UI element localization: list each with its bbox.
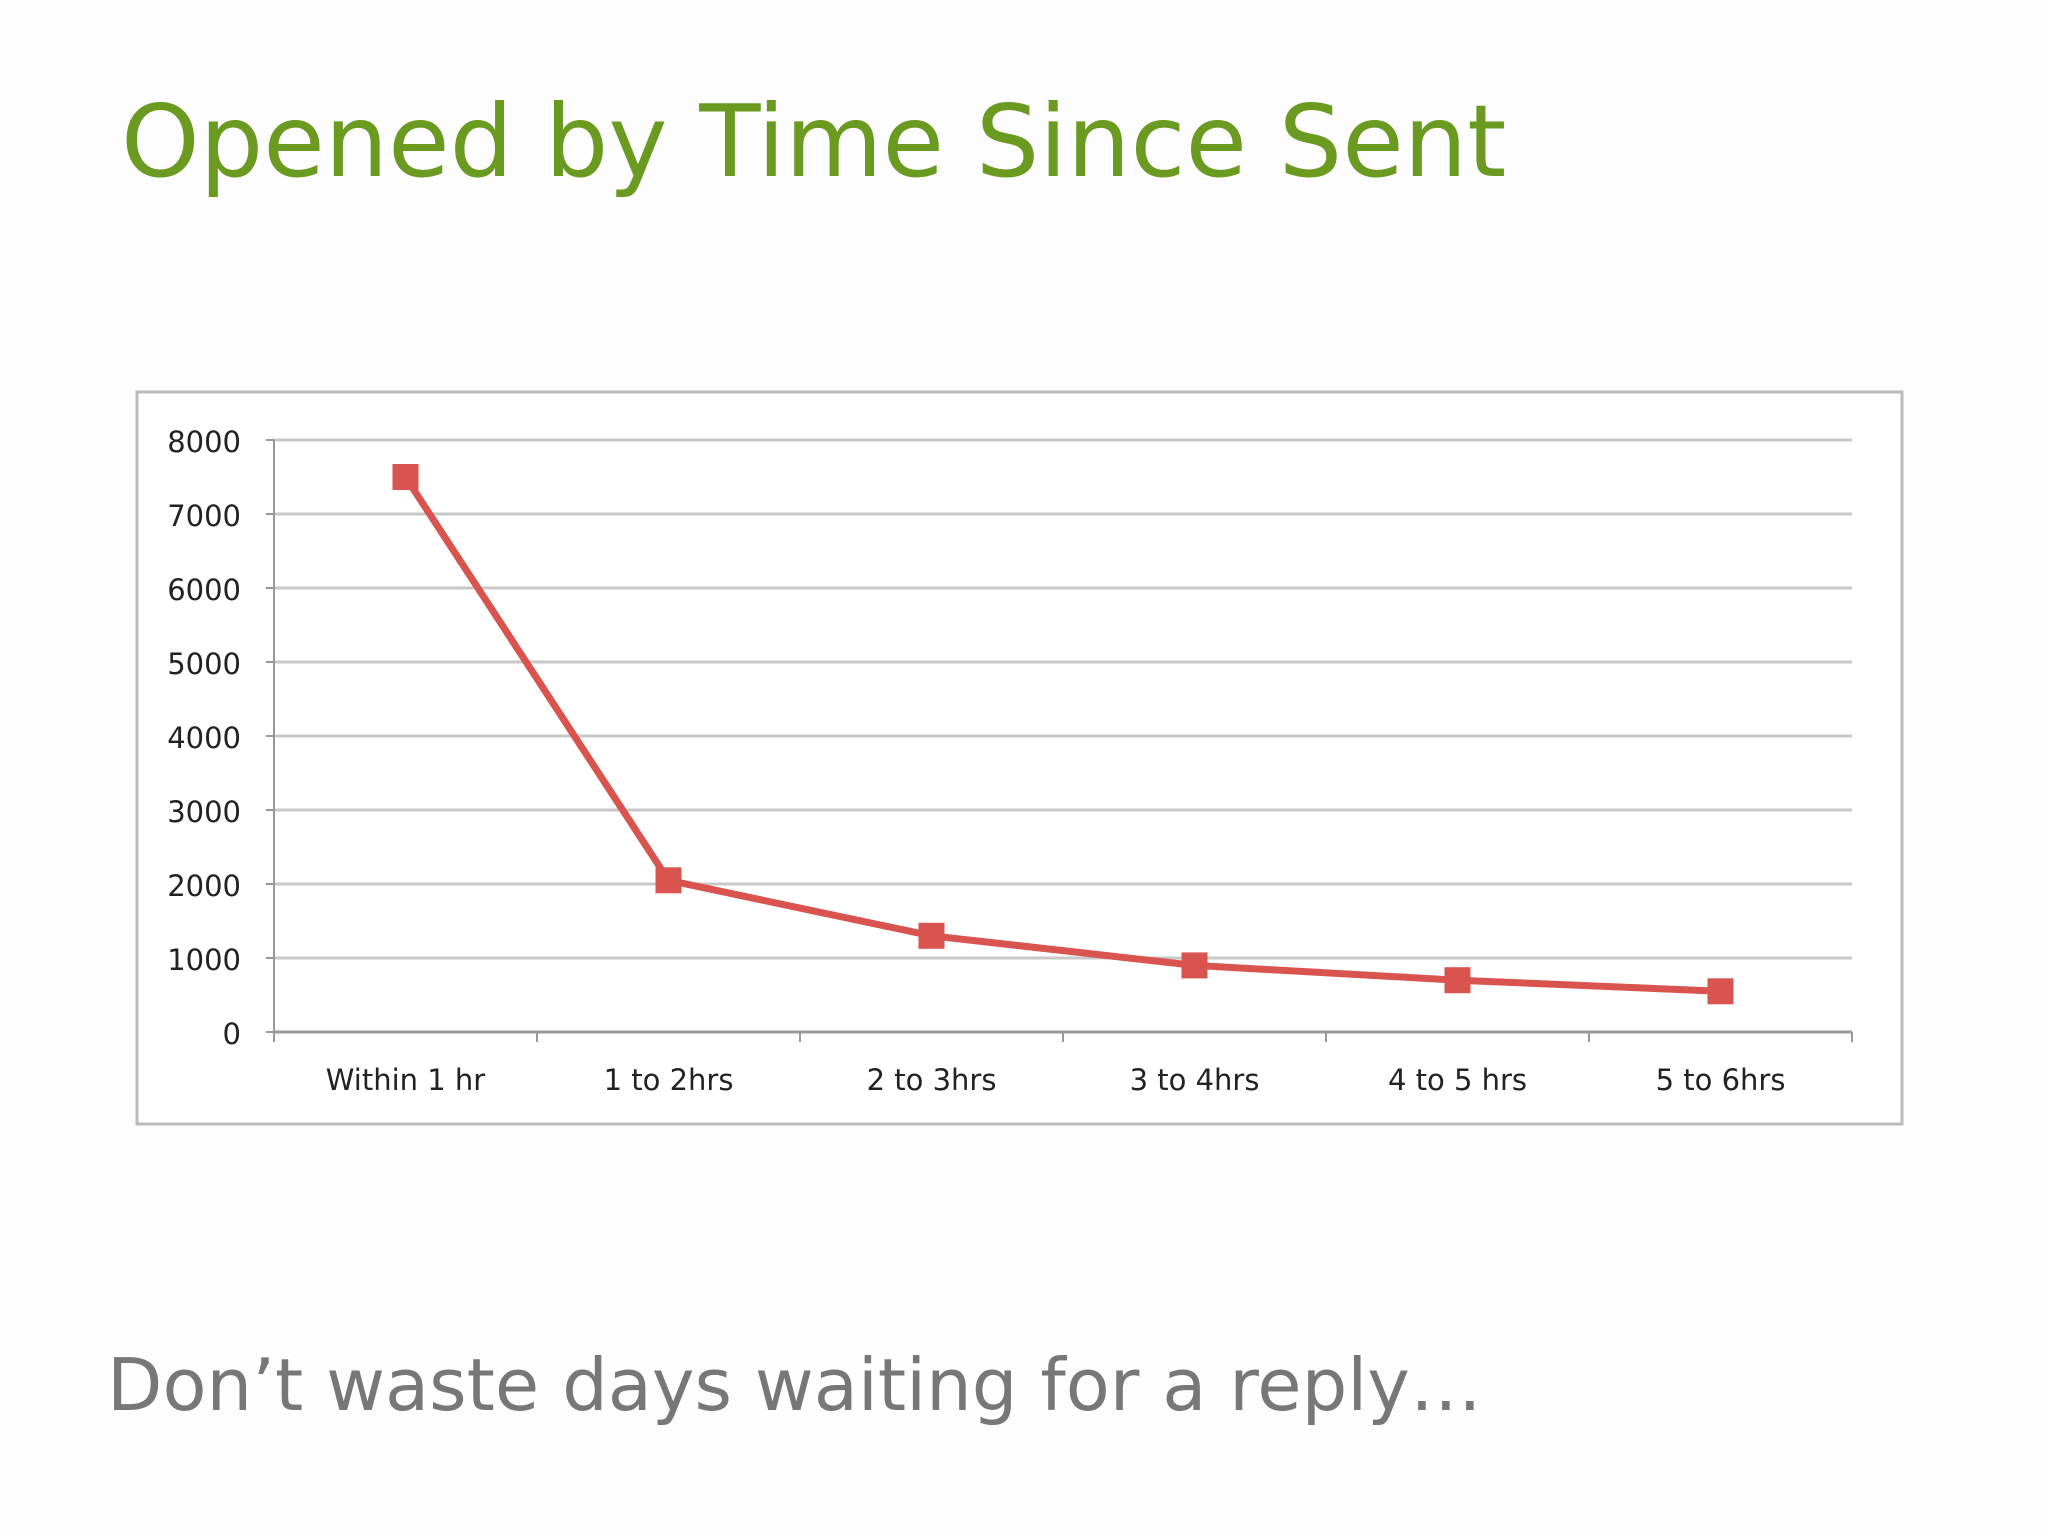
- y-tick-label: 5000: [167, 647, 241, 681]
- data-line: [402, 475, 1721, 995]
- x-tick-label: 1 to 2hrs: [604, 1063, 734, 1097]
- x-tick-label: Within 1 hr: [326, 1063, 486, 1097]
- y-tick-label: 4000: [167, 721, 241, 755]
- y-tick-label: 8000: [167, 425, 241, 459]
- x-tick-label: 2 to 3hrs: [867, 1063, 997, 1097]
- data-marker: [1707, 978, 1734, 1005]
- caption: Don’t waste days waiting for a reply…: [107, 1343, 1482, 1427]
- data-marker: [1181, 952, 1208, 979]
- y-tick-label: 2000: [167, 869, 241, 903]
- chart-frame: [135, 390, 1904, 1126]
- y-tick-label: 3000: [167, 795, 241, 829]
- y-tick-label: 0: [223, 1017, 241, 1051]
- slide-title: Opened by Time Since Sent: [121, 83, 1506, 200]
- x-tick-label: 5 to 6hrs: [1656, 1063, 1786, 1097]
- y-tick-label: 6000: [167, 573, 241, 607]
- data-marker: [1444, 967, 1471, 994]
- y-tick-label: 1000: [167, 943, 241, 977]
- x-tick-label: 4 to 5 hrs: [1388, 1063, 1527, 1097]
- x-tick-label: 3 to 4hrs: [1130, 1063, 1260, 1097]
- data-marker: [918, 922, 945, 949]
- data-marker: [392, 464, 419, 490]
- data-marker: [655, 867, 682, 894]
- y-tick-label: 7000: [167, 499, 241, 533]
